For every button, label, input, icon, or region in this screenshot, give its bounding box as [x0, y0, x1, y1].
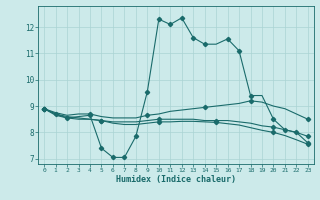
X-axis label: Humidex (Indice chaleur): Humidex (Indice chaleur) [116, 175, 236, 184]
